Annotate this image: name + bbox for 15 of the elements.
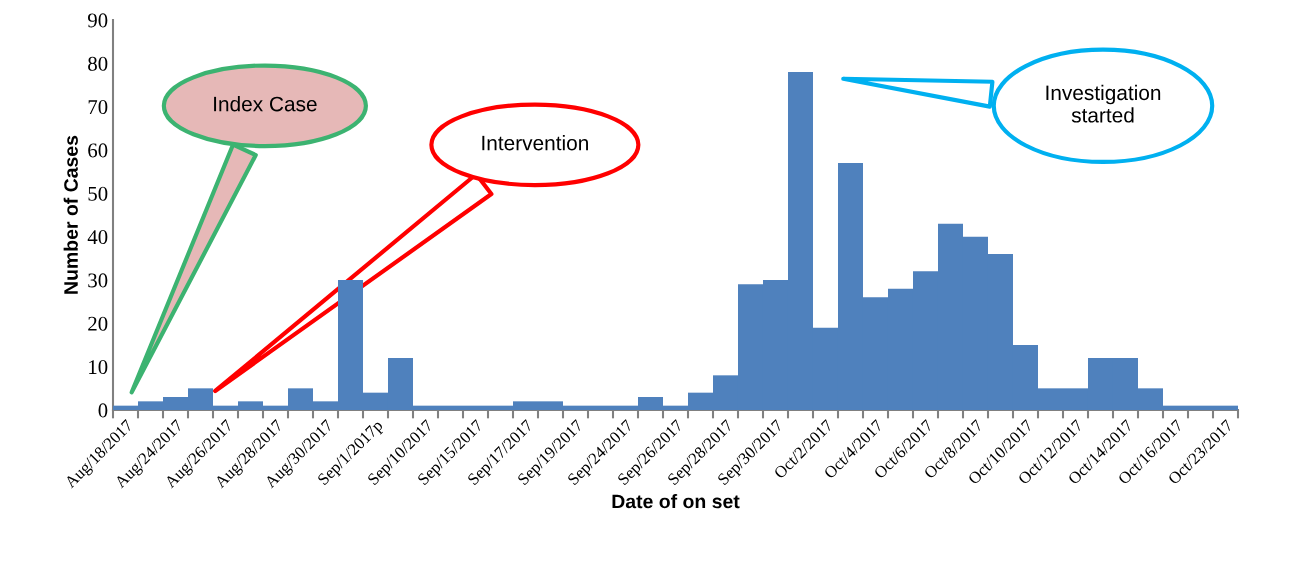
y-tick-label: 30 xyxy=(88,273,108,288)
y-tick-label: 10 xyxy=(89,360,108,375)
annotation: Investigation started xyxy=(1046,84,1161,123)
x-axis-title: Date of on set xyxy=(612,494,740,509)
y-tick-label: 0 xyxy=(98,403,108,418)
y-tick-label: 40 xyxy=(87,230,108,245)
annotation: Intervention xyxy=(482,135,588,151)
y-axis-title: Number of Cases xyxy=(63,135,78,294)
y-tick-label: 90 xyxy=(87,13,108,28)
y-tick-label: 80 xyxy=(88,56,108,71)
y-tick-label: 70 xyxy=(88,100,108,115)
y-tick-label: 50 xyxy=(88,186,108,201)
y-tick-label: 60 xyxy=(88,143,108,158)
annotation: Index Case xyxy=(214,96,317,112)
y-tick-label: 20 xyxy=(88,316,108,331)
